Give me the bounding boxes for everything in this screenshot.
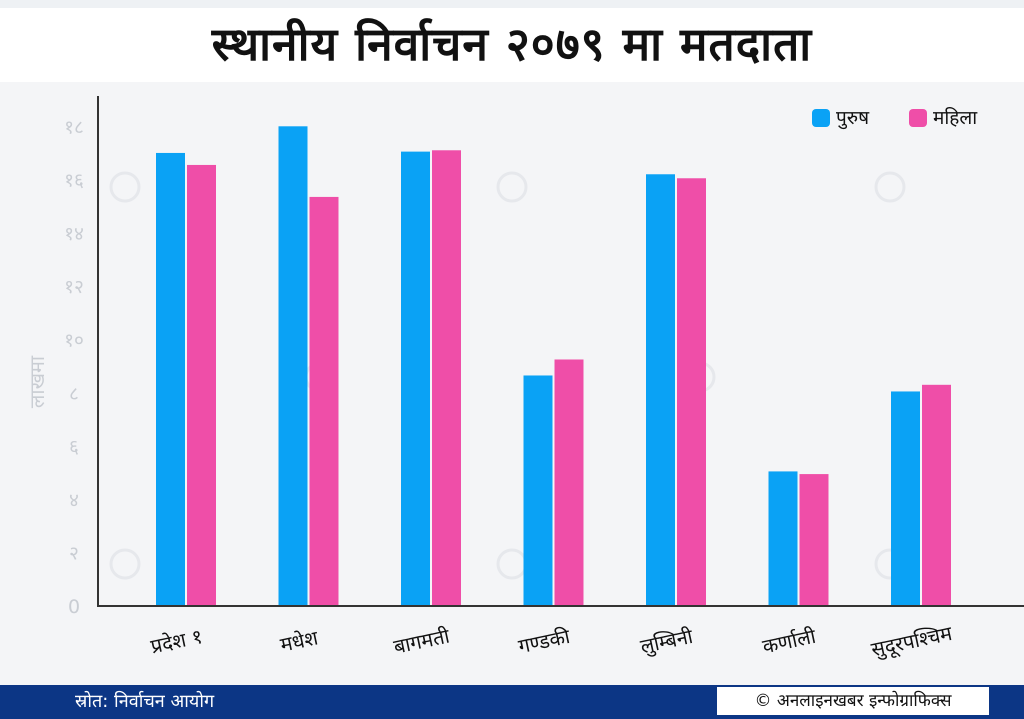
legend-label: पुरुष bbox=[836, 107, 870, 130]
bar-female bbox=[187, 164, 216, 606]
watermark-logo bbox=[496, 548, 528, 580]
title-band: स्थानीय निर्वाचन २०७९ मा मतदाता bbox=[0, 0, 1024, 82]
x-tick-label: प्रदेश १ bbox=[148, 624, 204, 658]
chart-area: 0 २ ४ ६ ८ १० १२ १४ १६ १८ २० प्रदेश १ मधेश बागमती गण्ड… bbox=[0, 82, 1024, 685]
y-tick-label: १८ bbox=[64, 116, 84, 138]
legend-swatch bbox=[909, 109, 927, 127]
y-tick-label: ८ bbox=[69, 383, 79, 405]
y-tick-label: १० bbox=[64, 330, 84, 352]
top-strip bbox=[0, 0, 1024, 8]
x-tick-label: कर्णाली bbox=[760, 624, 818, 659]
x-tick-label: लुम्बिनी bbox=[638, 624, 696, 660]
y-tick-label: २ bbox=[69, 543, 79, 565]
bar-female bbox=[554, 359, 584, 606]
watermark-logo bbox=[874, 171, 906, 203]
y-tick-label: १२ bbox=[64, 276, 84, 298]
x-tick-label: सुदूरपश्चिम bbox=[869, 621, 955, 663]
bar-male bbox=[523, 375, 553, 606]
bar-male bbox=[278, 126, 308, 607]
bar-male bbox=[891, 391, 920, 606]
chart-title: स्थानीय निर्वाचन २०७९ मा मतदाता bbox=[211, 17, 813, 71]
bar-female bbox=[799, 474, 829, 606]
bar-male bbox=[156, 152, 185, 606]
y-tick-label: 0 bbox=[68, 596, 80, 618]
credit-text: © अनलाइनखबर इन्फोग्राफिक्स bbox=[717, 687, 989, 715]
bar-male bbox=[768, 471, 798, 606]
bar-chart: 0 २ ४ ६ ८ १० १२ १४ १६ १८ २० प्रदेश १ मधेश बागमती गण्ड… bbox=[25, 82, 1024, 663]
y-tick-label: ६ bbox=[69, 436, 79, 458]
x-tick-label: मधेश bbox=[278, 625, 320, 656]
source-text: स्रोत: निर्वाचन आयोग bbox=[75, 691, 215, 712]
x-tick-label: बागमती bbox=[391, 623, 452, 658]
bar-female bbox=[677, 178, 706, 606]
bar-female bbox=[309, 196, 339, 607]
y-axis-label: लाखमा bbox=[25, 355, 49, 408]
bars bbox=[156, 126, 951, 607]
legend-label: महिला bbox=[933, 106, 978, 129]
bar-female bbox=[922, 384, 951, 606]
y-tick-labels: 0 २ ४ ६ ८ १० १२ १४ १६ १८ २० bbox=[64, 82, 84, 618]
y-tick-label: १६ bbox=[64, 170, 84, 192]
x-tick-labels: प्रदेश १ मधेश बागमती गण्डकी लुम्बिनी कर्णाली स… bbox=[148, 621, 955, 663]
watermark-logo bbox=[496, 171, 528, 203]
footer: स्रोत: निर्वाचन आयोग © अनलाइनखबर इन्फोग्… bbox=[0, 685, 1024, 719]
bar-male bbox=[646, 174, 675, 606]
legend: पुरुष महिला bbox=[812, 106, 978, 130]
legend-swatch bbox=[812, 109, 830, 127]
bar-male bbox=[401, 151, 430, 606]
bar-female bbox=[432, 150, 461, 606]
y-tick-label: २० bbox=[64, 82, 84, 85]
y-tick-label: ४ bbox=[69, 489, 79, 511]
x-tick-label: गण्डकी bbox=[516, 624, 573, 658]
y-tick-label: १४ bbox=[64, 223, 84, 245]
watermark-logo bbox=[109, 171, 141, 203]
watermark-logo bbox=[109, 548, 141, 580]
